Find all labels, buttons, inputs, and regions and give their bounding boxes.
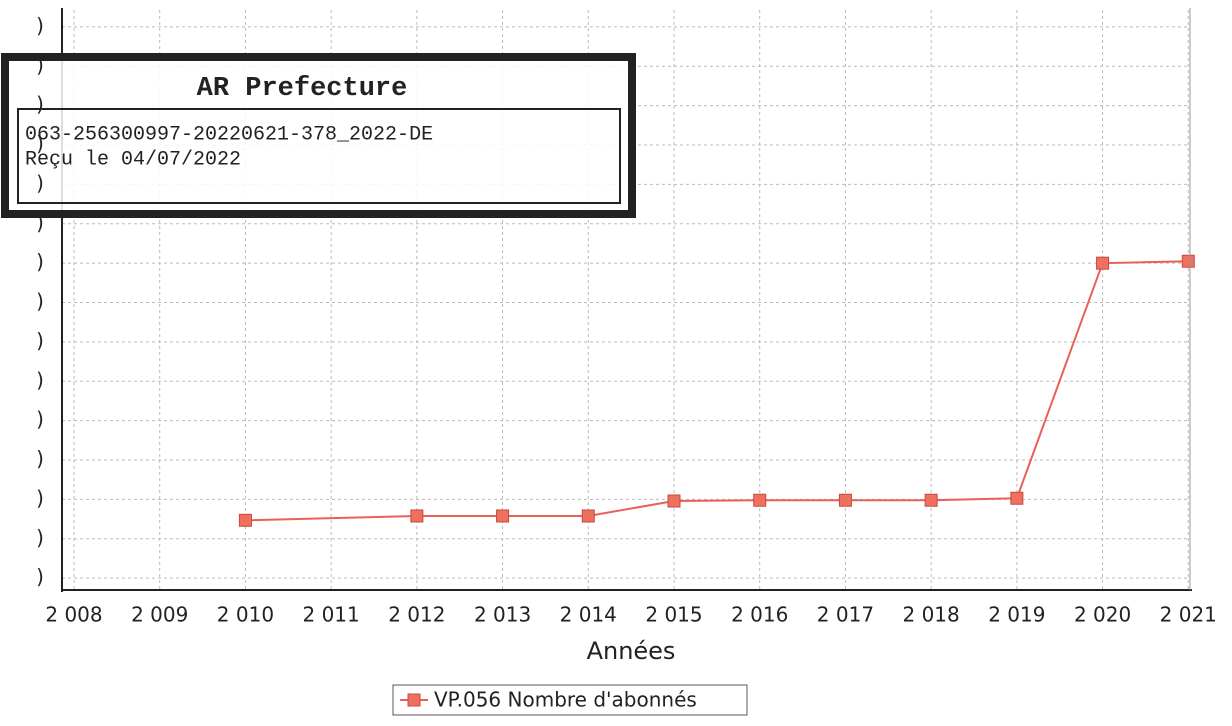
x-tick-label: 2 010 <box>217 603 274 627</box>
point <box>496 509 510 523</box>
x-tick-label: 2 020 <box>1074 603 1131 627</box>
y-tick-label: ) <box>36 328 44 352</box>
legend <box>392 684 748 716</box>
y-tick-label: ) <box>36 171 44 195</box>
legend-marker <box>407 693 421 707</box>
y-tick-label: ) <box>36 250 44 274</box>
stamp-line: 063-256300997-20220621-378_2022-DE <box>25 123 433 146</box>
x-tick-label: 2 021 <box>1160 603 1217 627</box>
point <box>410 509 424 523</box>
point <box>1096 256 1110 270</box>
point <box>1010 491 1024 505</box>
x-tick-label: 2 016 <box>731 603 788 627</box>
y-tick-label: ) <box>36 368 44 392</box>
x-axis-label: Années <box>587 637 676 665</box>
point <box>1181 254 1195 268</box>
point <box>667 494 681 508</box>
x-tick-label: 2 015 <box>645 603 702 627</box>
y-tick-label: ) <box>36 486 44 510</box>
y-tick-label: ) <box>36 447 44 471</box>
x-tick-label: 2 013 <box>474 603 531 627</box>
x-tick-label: 2 017 <box>817 603 874 627</box>
series-line <box>245 260 1189 522</box>
y-tick-label: ) <box>36 525 44 549</box>
x-tick-label: 2 011 <box>303 603 360 627</box>
point <box>838 493 852 507</box>
stamp-line: Reçu le 04/07/2022 <box>25 148 241 171</box>
y-tick-label: ) <box>36 289 44 313</box>
y-tick-label: ) <box>36 210 44 234</box>
stamp: AR Prefecture 063-256300997-20220621-378… <box>1 53 636 218</box>
point <box>238 513 252 527</box>
point <box>581 509 595 523</box>
marks <box>238 254 1195 527</box>
x-tick-label: 2 009 <box>131 603 188 627</box>
point <box>924 493 938 507</box>
stamp-outer <box>1 53 636 218</box>
x-tick-label: 2 014 <box>560 603 617 627</box>
stamp-title: AR Prefecture <box>197 74 408 104</box>
y-tick-label: ) <box>36 13 44 37</box>
y-tick-label: ) <box>36 92 44 116</box>
x-tick-label: 2 019 <box>988 603 1045 627</box>
y-tick-label: ) <box>36 53 44 77</box>
y-tick-label: ) <box>36 565 44 589</box>
y-tick-label: ) <box>36 132 44 156</box>
y-tick-label: ) <box>36 407 44 431</box>
point <box>753 493 767 507</box>
legend-label: VP.056 Nombre d'abonnés <box>434 688 697 712</box>
x-tick-label: 2 012 <box>388 603 445 627</box>
stamp-inner <box>17 108 621 204</box>
x-tick-label: 2 008 <box>45 603 102 627</box>
x-tick-label: 2 018 <box>903 603 960 627</box>
